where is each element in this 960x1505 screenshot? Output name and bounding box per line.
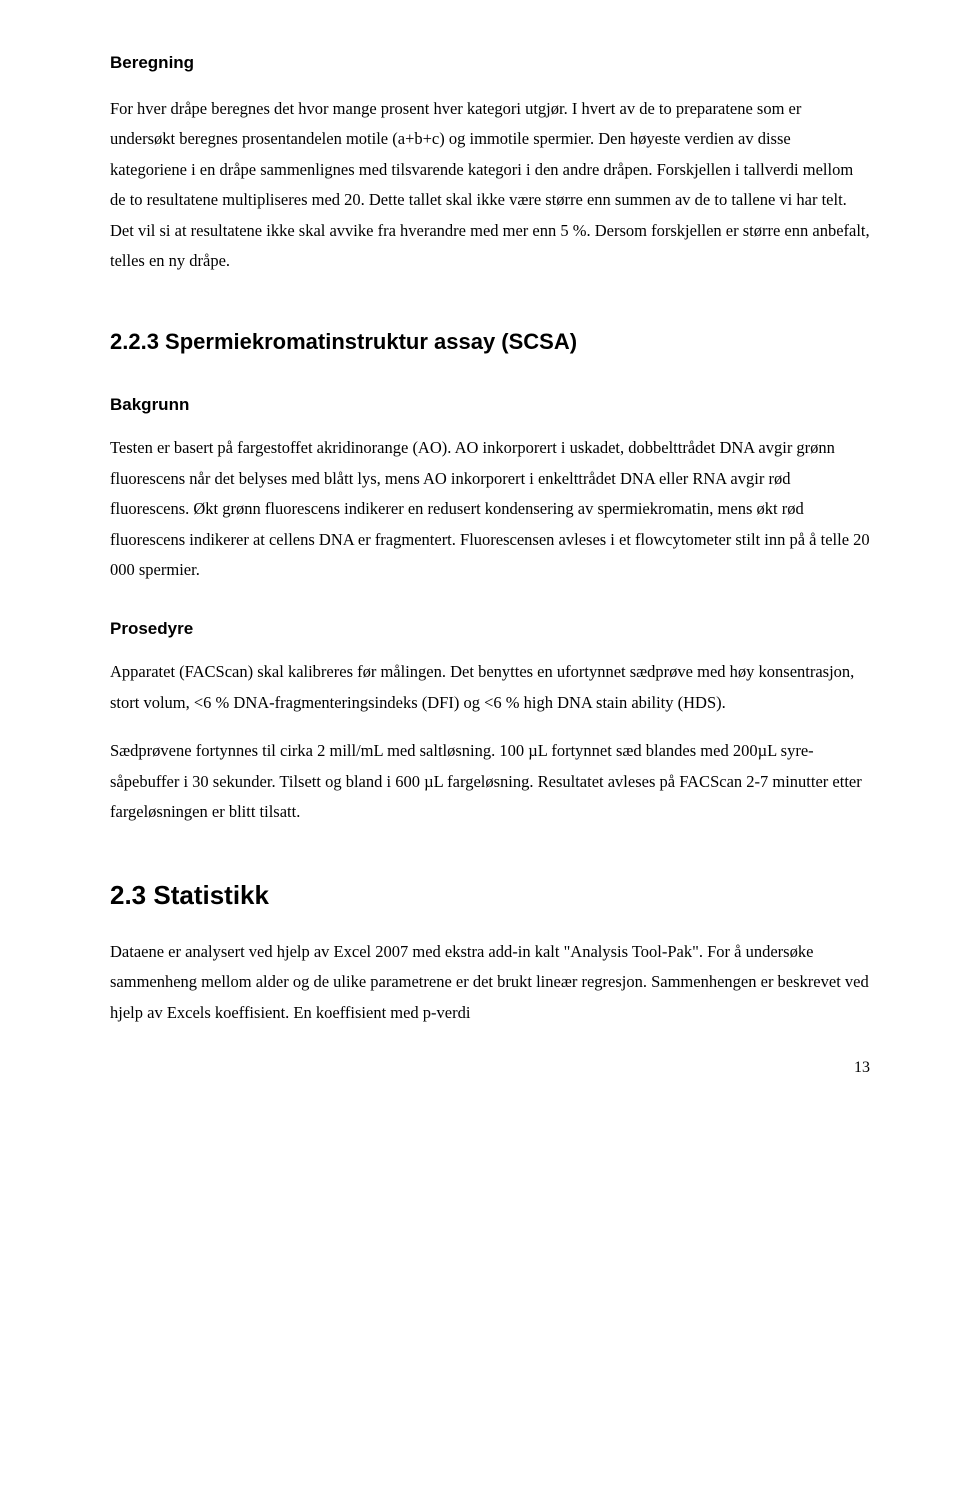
subheading-bakgrunn: Bakgrunn <box>110 392 870 418</box>
heading-scsa: 2.2.3 Spermiekromatinstruktur assay (SCS… <box>110 325 870 358</box>
para-prosedyre-1: Apparatet (FACScan) skal kalibreres før … <box>110 657 870 718</box>
heading-beregning: Beregning <box>110 50 870 76</box>
para-prosedyre-2: Sædprøvene fortynnes til cirka 2 mill/mL… <box>110 736 870 828</box>
para-statistikk: Dataene er analysert ved hjelp av Excel … <box>110 937 870 1029</box>
para-bakgrunn: Testen er basert på fargestoffet akridin… <box>110 433 870 586</box>
subheading-prosedyre: Prosedyre <box>110 616 870 642</box>
para-beregning: For hver dråpe beregnes det hvor mange p… <box>110 94 870 277</box>
page-number: 13 <box>110 1056 870 1080</box>
heading-statistikk: 2.3 Statistikk <box>110 876 870 915</box>
